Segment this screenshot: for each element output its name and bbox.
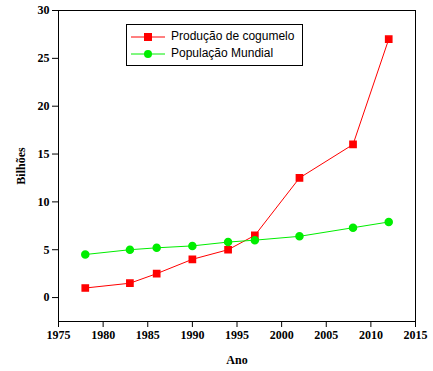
svg-text:2010: 2010	[359, 328, 383, 342]
svg-text:1975: 1975	[47, 328, 71, 342]
svg-text:1985: 1985	[136, 328, 160, 342]
svg-text:1995: 1995	[225, 328, 249, 342]
svg-text:2015: 2015	[404, 328, 428, 342]
svg-text:5: 5	[44, 243, 50, 257]
svg-text:1990: 1990	[180, 328, 204, 342]
svg-text:20: 20	[38, 99, 50, 113]
svg-text:30: 30	[38, 3, 50, 17]
svg-text:1980: 1980	[91, 328, 115, 342]
html-text:População Mundial: População Mundial	[171, 46, 274, 60]
svg-text:10: 10	[38, 195, 50, 209]
svg-text:Bilhões: Bilhões	[14, 147, 28, 185]
svg-text:25: 25	[38, 51, 50, 65]
svg-text:2005: 2005	[314, 328, 338, 342]
svg-text:15: 15	[38, 147, 50, 161]
svg-text:2000: 2000	[270, 328, 294, 342]
html-text:Produção de cogumelo: Produção de cogumelo	[171, 29, 295, 43]
svg-text:Ano: Ano	[226, 353, 247, 367]
svg-text:0: 0	[44, 290, 50, 304]
